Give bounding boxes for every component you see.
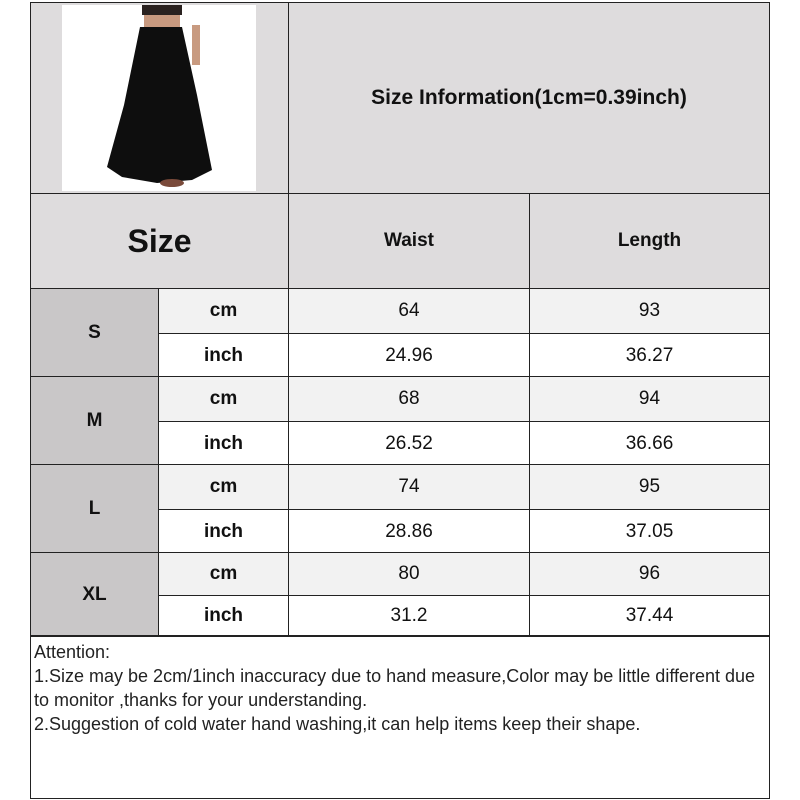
waist-value: 80 <box>288 552 530 596</box>
attention-line-2: 2.Suggestion of cold water hand washing,… <box>34 714 641 734</box>
product-image <box>62 5 256 191</box>
waist-value: 64 <box>288 288 530 334</box>
attention-title: Attention: <box>34 642 111 662</box>
size-info-title: Size Information(1cm=0.39inch) <box>288 2 770 194</box>
unit-cm: cm <box>158 288 289 334</box>
size-label: S <box>30 288 159 378</box>
unit-cm: cm <box>158 376 289 422</box>
waist-value: 68 <box>288 376 530 422</box>
size-label: L <box>30 464 159 554</box>
product-image-cell <box>30 2 289 194</box>
unit-inch: inch <box>158 421 289 466</box>
size-label: M <box>30 376 159 466</box>
length-value: 94 <box>529 376 770 422</box>
attention-line-1: 1.Size may be 2cm/1inch inaccuracy due t… <box>34 666 756 710</box>
waist-value: 31.2 <box>288 595 530 637</box>
waist-value: 28.86 <box>288 509 530 554</box>
waist-header: Waist <box>288 193 530 289</box>
unit-cm: cm <box>158 552 289 596</box>
unit-inch: inch <box>158 333 289 378</box>
waist-value: 74 <box>288 464 530 510</box>
waist-value: 24.96 <box>288 333 530 378</box>
length-header: Length <box>529 193 770 289</box>
unit-inch: inch <box>158 509 289 554</box>
length-value: 95 <box>529 464 770 510</box>
attention-note: Attention: 1.Size may be 2cm/1inch inacc… <box>30 635 770 799</box>
length-value: 37.44 <box>529 595 770 637</box>
length-value: 36.66 <box>529 421 770 466</box>
unit-cm: cm <box>158 464 289 510</box>
length-value: 93 <box>529 288 770 334</box>
size-header: Size <box>30 193 289 289</box>
waist-value: 26.52 <box>288 421 530 466</box>
length-value: 36.27 <box>529 333 770 378</box>
size-label: XL <box>30 552 159 637</box>
unit-inch: inch <box>158 595 289 637</box>
length-value: 96 <box>529 552 770 596</box>
length-value: 37.05 <box>529 509 770 554</box>
